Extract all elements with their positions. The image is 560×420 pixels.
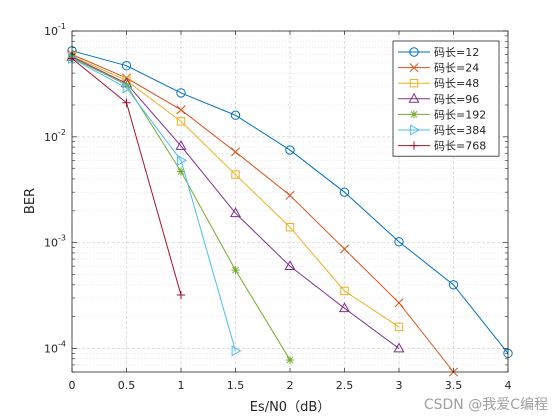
legend-label: 码长=48 [434,77,479,90]
y-axis-label: BER [23,188,38,214]
legend-label: 码长=192 [434,108,486,121]
series-line [71,58,236,352]
legend: 码长=12 码长=24 码长=48 码长=96 码长=192 码长=384 码长=768 [392,40,500,157]
x-tick-label: 0.5 [118,379,136,392]
data-point [394,298,404,308]
legend-label: 码长=384 [434,124,486,137]
data-point [285,145,295,155]
data-point [448,280,459,290]
x-axis-label: Es/N0（dB） [250,400,331,415]
legend-entry: 码长=96 [398,92,479,106]
x-tick-label: 4 [505,379,512,392]
legend-marker [409,47,419,57]
legend-entry: 码长=24 [398,62,479,75]
data-point [339,187,350,197]
data-point [338,302,351,313]
data-point [393,342,405,353]
data-point [177,154,188,166]
legend-label: 码长=24 [434,62,479,75]
data-point [231,345,242,357]
series-5 [68,52,242,357]
y-tick-label: 10-1 [44,22,66,38]
data-point [176,88,186,98]
data-point [340,286,349,296]
y-tick-label: 10-4 [44,340,66,356]
data-point [230,147,241,157]
x-tick-label: 3 [396,379,403,392]
data-point [122,82,133,94]
data-point [176,117,186,126]
series-layer [66,46,513,377]
data-point [394,322,404,332]
y-tick-label: 10-3 [44,234,66,250]
x-tick-label: 2 [287,379,294,392]
x-tick-label: 0 [69,379,76,392]
data-point [176,290,186,300]
legend-label: 码长=96 [434,93,479,106]
x-tick-label: 1.5 [227,379,245,392]
data-point [176,167,186,176]
data-point [176,105,186,115]
watermark: CSDN @我爱C编程 [423,397,548,413]
series-line [71,55,400,328]
legend-marker [409,110,419,119]
legend-entry: 码长=384 [398,124,486,137]
x-tick-label: 1 [178,379,185,392]
legend-entry: 码长=768 [398,140,486,153]
series-line [71,54,454,373]
x-tick-label: 2.5 [336,379,354,392]
legend-label: 码长=768 [434,140,486,153]
data-point [285,190,295,200]
data-point [285,223,295,232]
legend-entry: 码长=48 [398,77,479,90]
ticks: 0 0.5 1 1.5 2 2.5 3 3.5 4 10-1 10-2 10-3 10-4 [44,22,511,392]
series-0 [67,46,513,359]
data-point [231,265,240,275]
legend-marker [409,63,419,73]
legend-entry: 码长=12 [398,46,479,59]
data-point [339,244,350,254]
y-tick-label: 10-2 [44,128,66,144]
data-point [122,98,131,107]
data-point [285,355,295,365]
data-point [230,110,241,120]
data-point [121,61,132,71]
data-point [394,237,404,247]
legend-entry: 码长=192 [398,108,486,121]
x-tick-label: 3.5 [445,379,463,392]
legend-marker [409,79,419,88]
data-point [229,207,242,218]
legend-marker [410,124,421,136]
legend-marker [409,141,419,150]
data-point [231,170,240,179]
legend-label: 码长=12 [434,46,479,59]
data-point [284,260,296,271]
data-point [175,139,187,150]
legend-marker [408,92,420,103]
series-line [71,50,509,354]
